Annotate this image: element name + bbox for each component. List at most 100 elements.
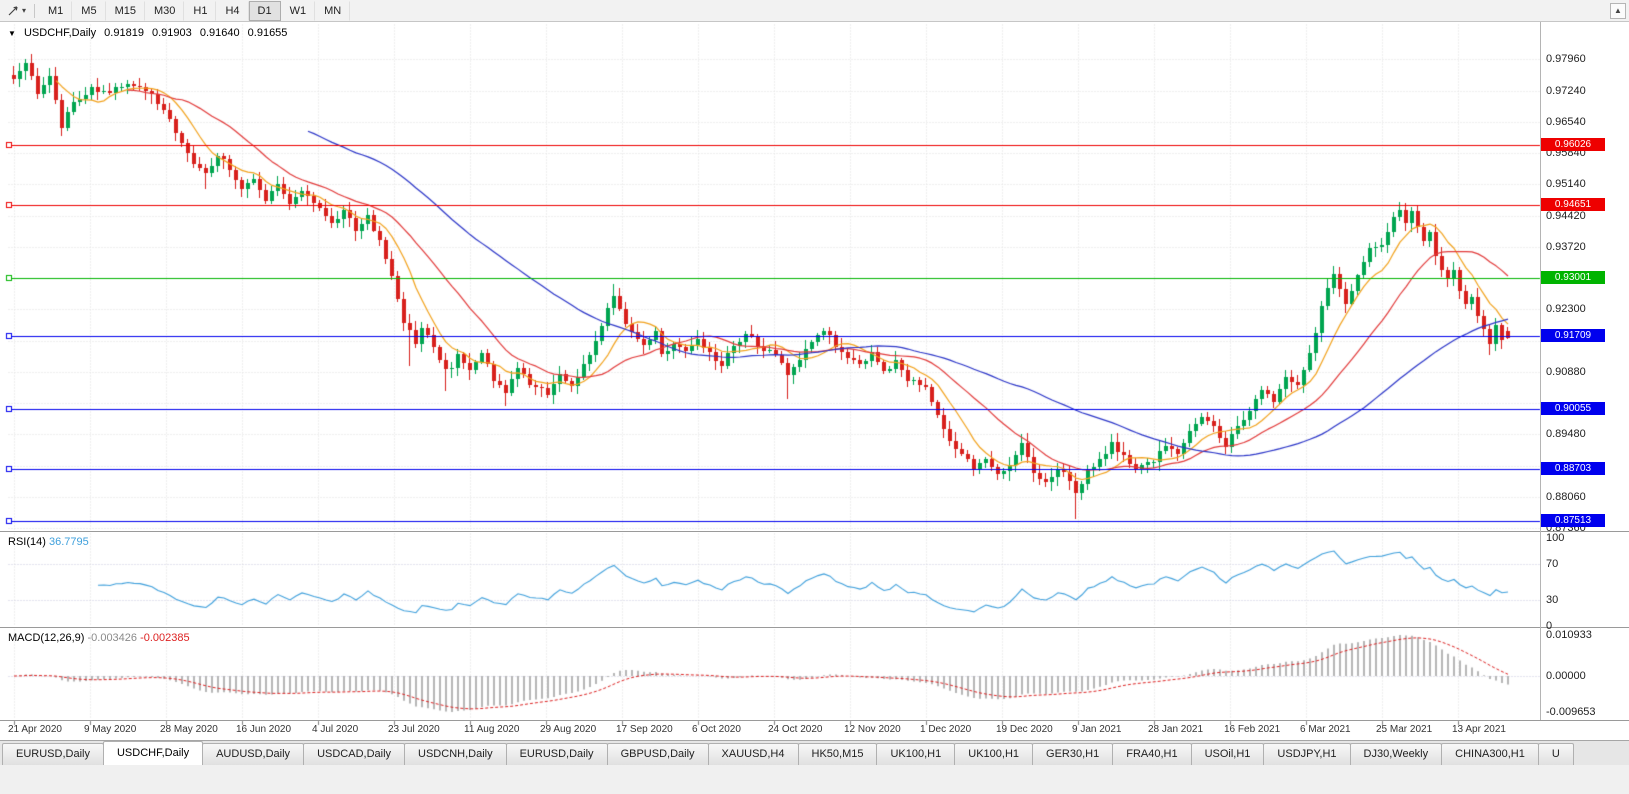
ohlc-open-value: 0.91819 [104, 27, 144, 39]
date-axis-label: 17 Sep 2020 [616, 724, 673, 735]
chart-tab-usoil-h1[interactable]: USOil,H1 [1190, 743, 1265, 765]
price-line-badge: 0.96026 [1541, 138, 1605, 151]
chart-tab-xauusd-h4[interactable]: XAUUSD,H4 [707, 743, 799, 765]
chart-tab-eurusd-daily[interactable]: EURUSD,Daily [505, 743, 608, 765]
date-axis-label: 9 May 2020 [84, 724, 137, 735]
scroll-up-button[interactable]: ▲ [1610, 3, 1626, 19]
chart-tab-usdchf-daily[interactable]: USDCHF,Daily [102, 741, 204, 765]
date-axis-label: 16 Jun 2020 [236, 724, 292, 735]
chart-tab-hk50-m15[interactable]: HK50,M15 [797, 743, 878, 765]
chart-tab-audusd-daily[interactable]: AUDUSD,Daily [202, 743, 305, 765]
rsi-axis-label: 100 [1546, 532, 1565, 544]
date-axis-label: 21 Apr 2020 [8, 724, 62, 735]
tab-bar: EURUSD,Daily USDCHF,Daily AUDUSD,Daily USDC… [0, 740, 1629, 765]
price-line-badge: 0.90055 [1541, 402, 1605, 415]
timeframe-toolbar: ▾ M1 M5 M15 M30 H1 H4 D1 W1 MN ▲ [0, 0, 1629, 22]
timeframe-button-h1[interactable]: H1 [184, 0, 217, 21]
date-axis-label: 6 Mar 2021 [1300, 724, 1351, 735]
price-axis-label: 0.93720 [1546, 240, 1586, 253]
ohlc-close-value: 0.91655 [247, 27, 288, 39]
macd-name: MACD(12,26,9) [8, 632, 85, 644]
timeframe-button-d1[interactable]: D1 [248, 0, 281, 21]
macd-axis-label: 0.00000 [1546, 670, 1586, 682]
date-axis-label: 28 Jan 2021 [1148, 724, 1204, 735]
date-axis-label: 29 Aug 2020 [540, 724, 597, 735]
macd-axis-label: -0.009653 [1546, 706, 1596, 718]
date-axis-label: 19 Dec 2020 [996, 724, 1053, 735]
dropdown-caret-icon[interactable]: ▾ [22, 6, 27, 15]
timeframe-button-m30[interactable]: M30 [145, 0, 185, 21]
price-axis-label: 0.88060 [1546, 491, 1586, 504]
rsi-axis-label: 30 [1546, 593, 1559, 606]
date-axis-label: 1 Dec 2020 [920, 724, 972, 735]
date-axis-label: 6 Oct 2020 [692, 724, 741, 735]
price-line-badge: 0.91709 [1541, 329, 1605, 342]
rsi-label: RSI(14) 36.7795 [8, 536, 89, 548]
panel-divider-rsi-macd[interactable] [0, 627, 1629, 628]
price-line-badge: 0.88703 [1541, 462, 1605, 475]
date-axis-label: 4 Jul 2020 [312, 724, 359, 735]
chart-tab-usdcad-daily[interactable]: USDCAD,Daily [303, 743, 406, 765]
chart-tab-eurusd-daily[interactable]: EURUSD,Daily [2, 743, 104, 765]
price-line-badge: 0.87513 [1541, 514, 1605, 527]
chart-title: ▼ USDCHF,Daily 0.91819 0.91903 0.91640 0… [8, 27, 292, 39]
price-axis-label: 0.96540 [1546, 115, 1586, 128]
price-axis-label: 0.95140 [1546, 177, 1586, 190]
price-axis-label: 0.92300 [1546, 303, 1586, 316]
macd-label: MACD(12,26,9) -0.003426 -0.002385 [8, 632, 190, 644]
price-axis-label: 0.97240 [1546, 84, 1586, 97]
date-axis-label: 23 Jul 2020 [388, 724, 440, 735]
timeframe-button-m1[interactable]: M1 [39, 0, 73, 21]
chart-tab-usdcnh-daily[interactable]: USDCNH,Daily [404, 743, 507, 765]
timeframe-button-h4[interactable]: H4 [216, 0, 249, 21]
date-axis-label: 16 Feb 2021 [1224, 724, 1281, 735]
date-axis-label: 11 Aug 2020 [464, 724, 520, 735]
rsi-name: RSI(14) [8, 536, 46, 548]
toolbar-separator [34, 3, 36, 18]
price-axis-border [1540, 22, 1541, 720]
chart-tab-gbpusd-daily[interactable]: GBPUSD,Daily [606, 743, 709, 765]
rsi-axis-label: 70 [1546, 558, 1559, 571]
chart-tab-uk100-h1[interactable]: UK100,H1 [954, 743, 1034, 765]
price-line-badge: 0.94651 [1541, 198, 1605, 211]
timeframe-button-m15[interactable]: M15 [106, 0, 145, 21]
date-axis-label: 13 Apr 2021 [1452, 724, 1506, 735]
chart-tab-ger30-h1[interactable]: GER30,H1 [1032, 743, 1114, 765]
price-axis-label: 0.89480 [1546, 428, 1586, 441]
date-axis-label: 9 Jan 2021 [1072, 724, 1122, 735]
chart-symbol-label: USDCHF,Daily [23, 27, 97, 39]
date-axis-border [0, 720, 1629, 721]
date-axis-label: 28 May 2020 [160, 724, 218, 735]
price-axis-label: 0.97960 [1546, 53, 1586, 65]
macd-axis-label: 0.010933 [1546, 629, 1592, 641]
chart-tool-button[interactable]: ▾ [3, 4, 30, 17]
chart-tab-china300-h1[interactable]: CHINA300,H1 [1441, 743, 1539, 765]
date-axis-label: 24 Oct 2020 [768, 724, 823, 735]
chart-tab-usdjpy-h1[interactable]: USDJPY,H1 [1263, 743, 1351, 765]
rsi-axis-label: 0 [1546, 620, 1553, 632]
price-line-badge: 0.93001 [1541, 271, 1605, 284]
cursor-tool-icon [8, 6, 18, 16]
rsi-value: 36.7795 [48, 536, 89, 548]
bottom-strip [0, 765, 1629, 794]
timeframe-button-m5[interactable]: M5 [72, 0, 106, 21]
chart-tab-u[interactable]: U [1537, 743, 1574, 765]
collapse-triangle-icon[interactable]: ▼ [8, 29, 16, 38]
price-axis-label: 0.90880 [1546, 366, 1586, 379]
timeframe-button-w1[interactable]: W1 [281, 0, 316, 21]
price-axis-label: 0.94420 [1546, 209, 1586, 222]
chart-tab-uk100-h1[interactable]: UK100,H1 [876, 743, 956, 765]
date-axis-label: 25 Mar 2021 [1376, 724, 1433, 735]
ohlc-low-value: 0.91640 [199, 27, 240, 39]
chart-tab-dj30-weekly[interactable]: DJ30,Weekly [1349, 743, 1443, 765]
panel-divider-main-rsi[interactable] [0, 531, 1629, 532]
timeframe-buttons: M1 M5 M15 M30 H1 H4 D1 W1 MN [39, 0, 351, 22]
date-axis-label: 12 Nov 2020 [844, 724, 901, 735]
timeframe-button-mn[interactable]: MN [315, 0, 351, 21]
ohlc-high-value: 0.91903 [152, 27, 192, 39]
macd-main-value: -0.003426 [87, 632, 138, 644]
macd-signal-value: -0.002385 [140, 632, 190, 644]
chart-tab-fra40-h1[interactable]: FRA40,H1 [1112, 743, 1192, 765]
